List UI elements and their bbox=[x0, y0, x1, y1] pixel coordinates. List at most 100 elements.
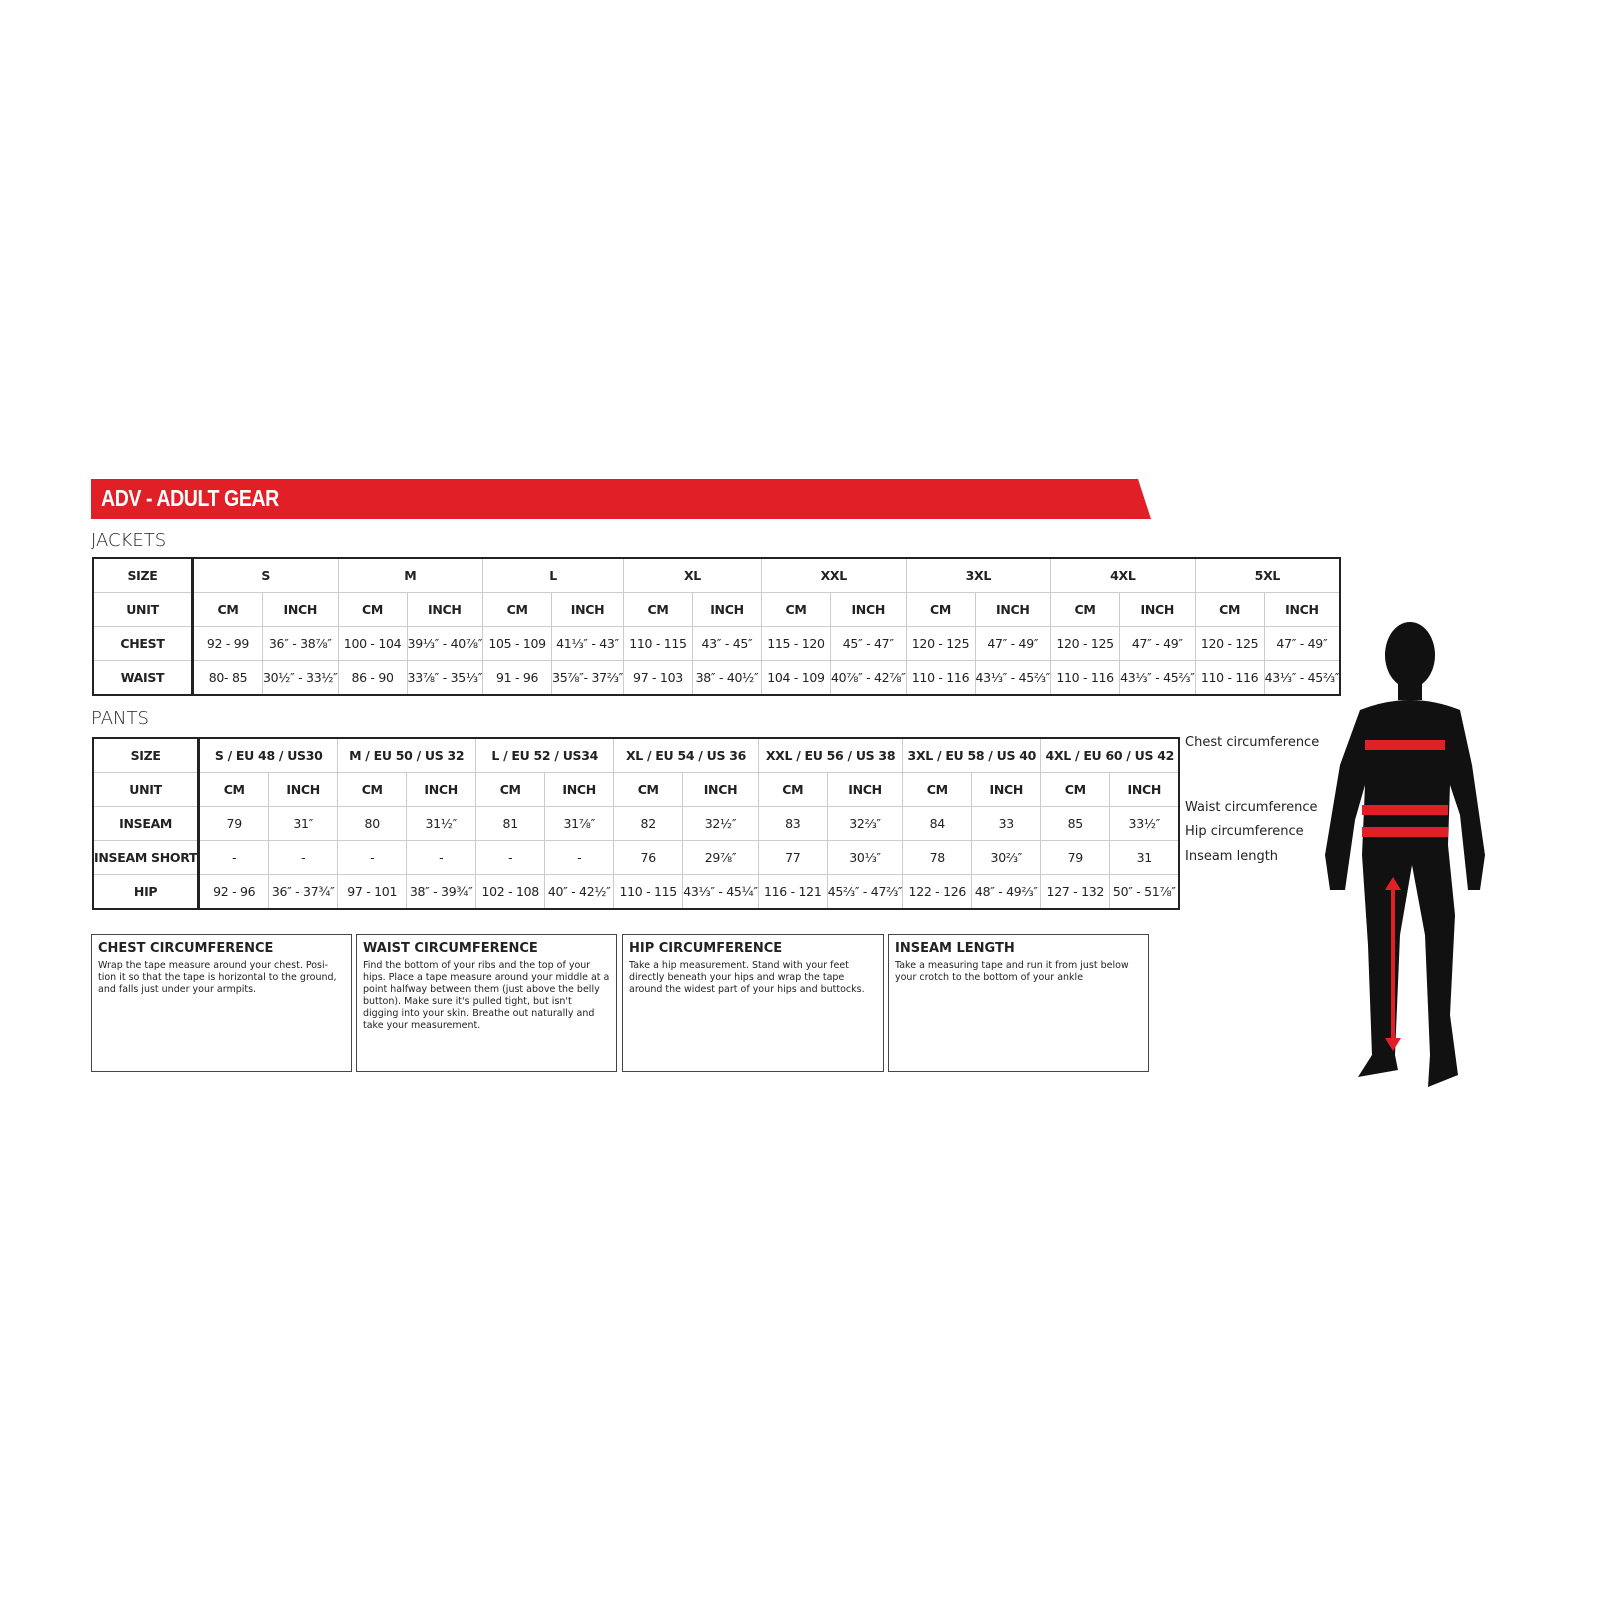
size-row: SIZE S / EU 48 / US30 M / EU 50 / US 32 L /… bbox=[92, 737, 1180, 773]
unit-inch: INCH bbox=[829, 592, 907, 627]
unit-cm: CM bbox=[622, 592, 693, 627]
value-cell: 48″ - 49⅔″ bbox=[971, 874, 1042, 910]
value-cell: 86 - 90 bbox=[337, 660, 408, 696]
value-cell: 43⅓″ - 45¼″ bbox=[682, 874, 759, 910]
row-label: CHEST bbox=[92, 626, 194, 661]
value-cell: - bbox=[268, 840, 339, 875]
size-header: M / EU 50 / US 32 bbox=[337, 737, 477, 773]
unit-inch: INCH bbox=[544, 772, 615, 807]
table-row: WAIST 80- 85 30½″ - 33½″ 86 - 90 33⅞″ - 35⅓″… bbox=[92, 660, 1341, 696]
value-cell: 33⅞″ - 35⅓″ bbox=[406, 660, 484, 696]
value-cell: 84 bbox=[902, 806, 973, 841]
value-cell: 97 - 103 bbox=[622, 660, 693, 696]
value-cell: 35⅞″- 37⅔″ bbox=[551, 660, 624, 696]
value-cell: - bbox=[544, 840, 615, 875]
value-cell: 80- 85 bbox=[192, 660, 263, 696]
value-cell: - bbox=[337, 840, 408, 875]
row-label: WAIST bbox=[92, 660, 194, 696]
measure-bands bbox=[1362, 740, 1448, 1051]
value-cell: 120 - 125 bbox=[1050, 626, 1121, 661]
value-cell: 127 - 132 bbox=[1040, 874, 1111, 910]
unit-inch: INCH bbox=[268, 772, 339, 807]
size-header: XXL bbox=[760, 557, 907, 593]
size-header: XL / EU 54 / US 36 bbox=[613, 737, 759, 773]
size-header: M bbox=[337, 557, 484, 593]
unit-cm: CM bbox=[613, 772, 684, 807]
guide-text: Find the bottom of your ribs and the top… bbox=[363, 960, 610, 1031]
unit-cm: CM bbox=[760, 592, 831, 627]
value-cell: 92 - 99 bbox=[192, 626, 263, 661]
guide-text: Take a hip measurement. Stand with your … bbox=[629, 960, 865, 995]
value-cell: 92 - 96 bbox=[198, 874, 270, 910]
banner: ADV - ADULT GEAR bbox=[91, 479, 1151, 519]
unit-cm: CM bbox=[192, 592, 263, 627]
value-cell: 81 bbox=[475, 806, 546, 841]
value-cell: 105 - 109 bbox=[482, 626, 553, 661]
size-header: XL bbox=[622, 557, 762, 593]
value-cell: 33 bbox=[971, 806, 1042, 841]
value-cell: 43⅓″ - 45⅔″ bbox=[1263, 660, 1341, 696]
unit-inch: INCH bbox=[826, 772, 904, 807]
unit-inch: INCH bbox=[974, 592, 1052, 627]
table-row: INSEAM 79 31″ 80 31½″ 81 31⅞″ 82 32½″ 83 32⅔″ 84 33 8… bbox=[92, 806, 1180, 841]
unit-cm: CM bbox=[198, 772, 270, 807]
unit-cm: CM bbox=[482, 592, 553, 627]
value-cell: 30⅓″ bbox=[826, 840, 904, 875]
value-cell: 110 - 116 bbox=[905, 660, 976, 696]
table-row: CHEST 92 - 99 36″ - 38⅞″ 100 - 104 39⅓″ - 40… bbox=[92, 626, 1341, 661]
value-cell: 36″ - 38⅞″ bbox=[262, 626, 339, 661]
guide-title: WAIST CIRCUMFERENCE bbox=[363, 941, 538, 956]
value-cell: 39⅓″ - 40⅞″ bbox=[406, 626, 484, 661]
unit-cm: CM bbox=[902, 772, 973, 807]
unit-inch: INCH bbox=[551, 592, 624, 627]
value-cell: 110 - 115 bbox=[613, 874, 684, 910]
unit-inch: INCH bbox=[691, 592, 762, 627]
unit-row: UNIT CM INCH CM INCH CM INCH CM INCH CM INCH CM INCH… bbox=[92, 592, 1341, 627]
value-cell: 120 - 125 bbox=[905, 626, 976, 661]
size-header: XXL / EU 56 / US 38 bbox=[757, 737, 904, 773]
value-cell: 43⅓″ - 45⅔″ bbox=[974, 660, 1052, 696]
value-cell: 43″ - 45″ bbox=[691, 626, 762, 661]
value-cell: 104 - 109 bbox=[760, 660, 831, 696]
value-cell: 41⅓″ - 43″ bbox=[551, 626, 624, 661]
table-row: INSEAM SHORT - - - - - -76 29⅞″ 77 30⅓″ 78 30⅔″ 79 31 bbox=[92, 840, 1180, 875]
value-cell: 31″ bbox=[268, 806, 339, 841]
guide-title: HIP CIRCUMFERENCE bbox=[629, 941, 783, 956]
value-cell: 122 - 126 bbox=[902, 874, 973, 910]
guide-title: CHEST CIRCUMFERENCE bbox=[98, 941, 274, 956]
unit-inch: INCH bbox=[682, 772, 759, 807]
size-row: SIZE S M L XL XXL 3XL 4XL 5XL bbox=[92, 557, 1341, 593]
guide-inseam: INSEAM LENGTH Take a measuring tape and r… bbox=[888, 934, 1149, 1072]
value-cell: - bbox=[406, 840, 477, 875]
unit-row: UNIT CM INCH CM INCH CM INCH CM INCH CM INCH CM INCH… bbox=[92, 772, 1180, 807]
unit-cm: CM bbox=[475, 772, 546, 807]
value-cell: 79 bbox=[198, 806, 270, 841]
value-cell: 47″ - 49″ bbox=[1263, 626, 1341, 661]
value-cell: 110 - 115 bbox=[622, 626, 693, 661]
row-label: HIP bbox=[92, 874, 201, 910]
unit-cm: CM bbox=[1194, 592, 1265, 627]
guide-hip: HIP CIRCUMFERENCE Take a hip measurement.… bbox=[622, 934, 884, 1072]
jackets-table: SIZE S M L XL XXL 3XL 4XL 5XL UNIT CM INCH CM INCH CM I… bbox=[92, 557, 1342, 696]
unit-cm: CM bbox=[337, 772, 408, 807]
value-cell: 30⅔″ bbox=[971, 840, 1042, 875]
value-cell: 97 - 101 bbox=[337, 874, 408, 910]
guide-waist: WAIST CIRCUMFERENCE Find the bottom of yo… bbox=[356, 934, 617, 1072]
unit-inch: INCH bbox=[406, 772, 477, 807]
value-cell: 110 - 116 bbox=[1050, 660, 1121, 696]
value-cell: 45⅔″ - 47⅔″ bbox=[826, 874, 904, 910]
value-cell: 102 - 108 bbox=[475, 874, 546, 910]
value-cell: 76 bbox=[613, 840, 684, 875]
size-header: L bbox=[482, 557, 624, 593]
value-cell: - bbox=[475, 840, 546, 875]
label-waist: Waist circumference bbox=[1185, 800, 1318, 815]
banner-title: ADV - ADULT GEAR bbox=[101, 485, 279, 511]
value-cell: 83 bbox=[757, 806, 828, 841]
jackets-heading: JACKETS bbox=[91, 530, 167, 551]
size-header: 3XL / EU 58 / US 40 bbox=[902, 737, 1042, 773]
value-cell: 36″ - 37¾″ bbox=[268, 874, 339, 910]
body-silhouette-icon bbox=[1325, 622, 1485, 1087]
value-cell: 40⅞″ - 42⅞″ bbox=[829, 660, 907, 696]
row-label: INSEAM SHORT bbox=[92, 840, 201, 875]
value-cell: 31½″ bbox=[406, 806, 477, 841]
